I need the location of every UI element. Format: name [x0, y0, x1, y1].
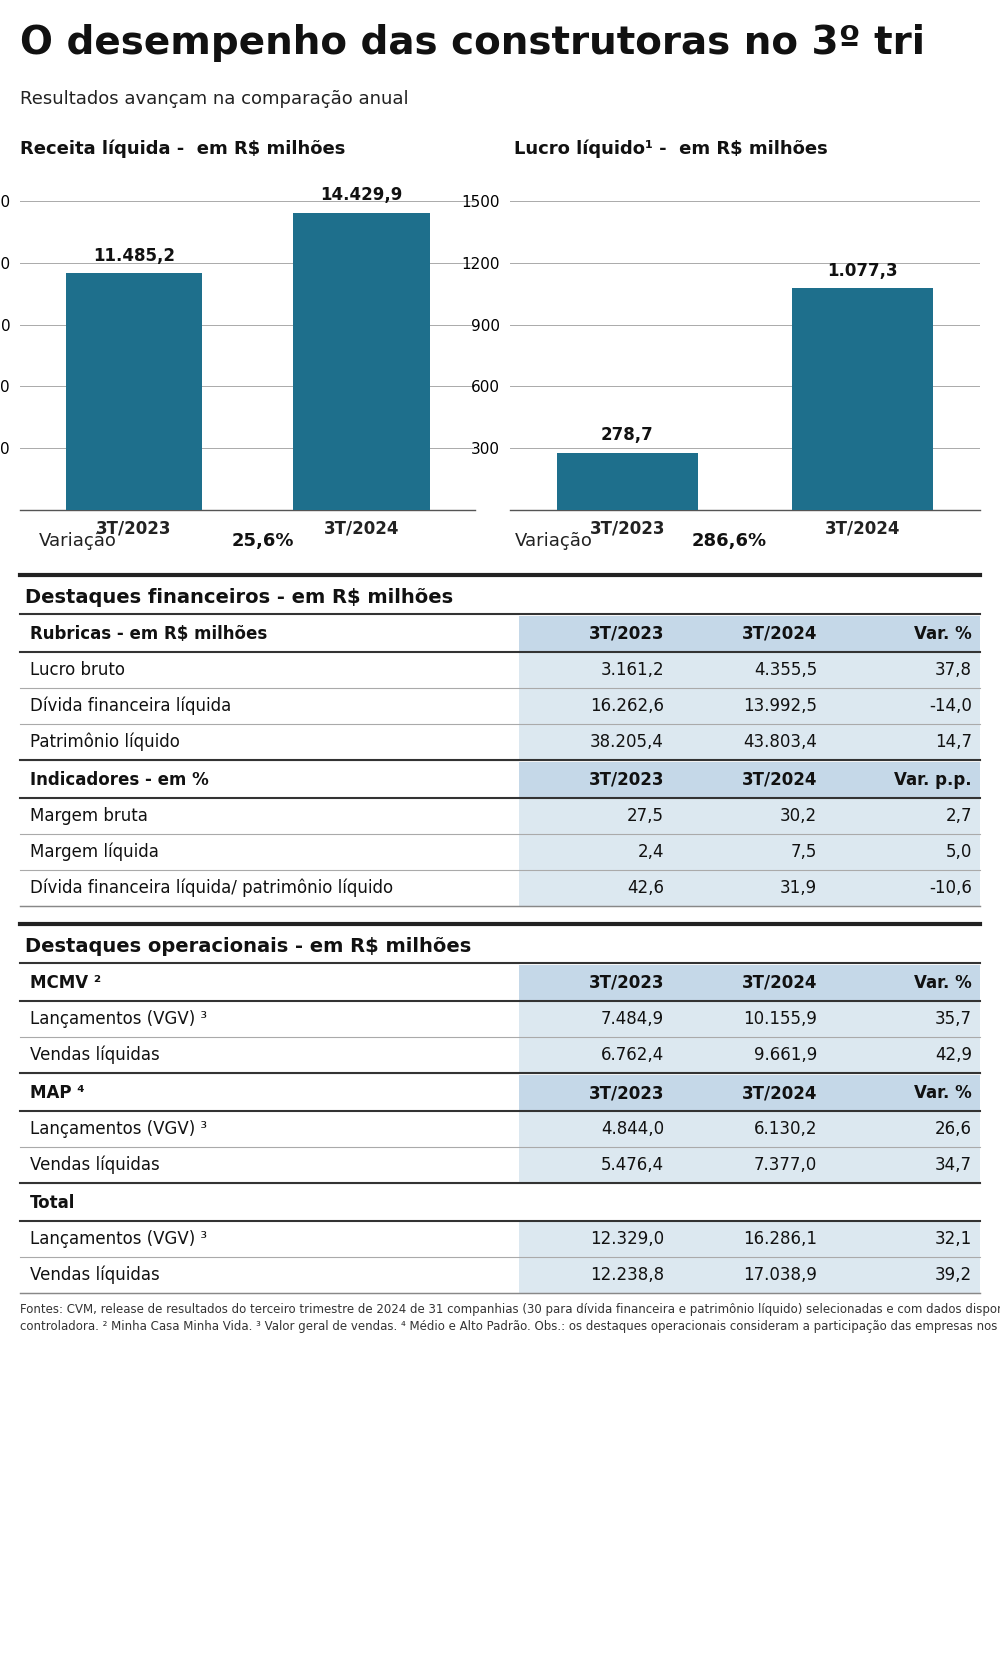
Text: 12.238,8: 12.238,8 [590, 1266, 664, 1285]
Text: 6.130,2: 6.130,2 [754, 1121, 817, 1137]
Text: 3T/2023: 3T/2023 [588, 1084, 664, 1102]
Text: Vendas líquidas: Vendas líquidas [30, 1156, 160, 1174]
Text: 17.038,9: 17.038,9 [743, 1266, 817, 1285]
Text: 25,6%: 25,6% [231, 531, 294, 549]
Text: MAP ⁴: MAP ⁴ [30, 1084, 85, 1102]
Text: Resultados avançam na comparação anual: Resultados avançam na comparação anual [20, 89, 409, 107]
Text: Lançamentos (VGV) ³: Lançamentos (VGV) ³ [30, 1121, 207, 1137]
Bar [293, 213, 430, 509]
Text: Indicadores - em %: Indicadores - em % [30, 770, 209, 789]
Text: 11.485,2: 11.485,2 [93, 248, 175, 265]
Text: Patrimônio líquido: Patrimônio líquido [30, 732, 180, 752]
Text: 14.429,9: 14.429,9 [320, 186, 402, 204]
Text: 278,7: 278,7 [601, 427, 654, 444]
Text: -14,0: -14,0 [929, 697, 972, 715]
Text: Vendas líquidas: Vendas líquidas [30, 1045, 160, 1064]
Text: 38.205,4: 38.205,4 [590, 734, 664, 750]
Text: Margem bruta: Margem bruta [30, 807, 148, 826]
Text: Lançamentos (VGV) ³: Lançamentos (VGV) ³ [30, 1229, 207, 1248]
Text: 3T/2024: 3T/2024 [742, 770, 817, 789]
Text: 7.484,9: 7.484,9 [601, 1010, 664, 1028]
Text: 9.661,9: 9.661,9 [754, 1045, 817, 1064]
Text: Var. p.p.: Var. p.p. [894, 770, 972, 789]
Text: 10.155,9: 10.155,9 [743, 1010, 817, 1028]
Text: 3T/2023: 3T/2023 [588, 625, 664, 643]
Bar [66, 273, 202, 509]
Bar [557, 452, 698, 509]
Text: 3.161,2: 3.161,2 [600, 662, 664, 678]
Text: 3T/2023: 3T/2023 [588, 770, 664, 789]
Text: Variação: Variação [39, 531, 117, 549]
Bar [792, 288, 933, 509]
Text: 27,5: 27,5 [627, 807, 664, 826]
Text: -10,6: -10,6 [929, 879, 972, 898]
Text: 2,7: 2,7 [946, 807, 972, 826]
Text: 5,0: 5,0 [946, 843, 972, 861]
Text: 3T/2024: 3T/2024 [742, 1084, 817, 1102]
Text: 14,7: 14,7 [935, 734, 972, 750]
Text: Rubricas - em R$ milhões: Rubricas - em R$ milhões [30, 625, 267, 643]
Text: 12.329,0: 12.329,0 [590, 1229, 664, 1248]
Text: 1.077,3: 1.077,3 [827, 261, 898, 280]
Text: 16.262,6: 16.262,6 [590, 697, 664, 715]
Text: Var. %: Var. % [914, 973, 972, 992]
Text: Total: Total [30, 1194, 75, 1213]
Text: Destaques financeiros - em R$ milhões: Destaques financeiros - em R$ milhões [25, 588, 453, 608]
Text: 7.377,0: 7.377,0 [754, 1156, 817, 1174]
Text: 4.844,0: 4.844,0 [601, 1121, 664, 1137]
Text: Fontes: CVM, release de resultados do terceiro trimestre de 2024 de 31 companhia: Fontes: CVM, release de resultados do te… [20, 1303, 1000, 1333]
Text: 7,5: 7,5 [791, 843, 817, 861]
Text: Lucro bruto: Lucro bruto [30, 662, 125, 678]
Text: 43.803,4: 43.803,4 [743, 734, 817, 750]
Text: MCMV ²: MCMV ² [30, 973, 101, 992]
Text: Receita líquida -  em R$ milhões: Receita líquida - em R$ milhões [20, 139, 345, 157]
Text: 3T/2023: 3T/2023 [588, 973, 664, 992]
Text: 42,6: 42,6 [627, 879, 664, 898]
Text: 2,4: 2,4 [638, 843, 664, 861]
Text: Margem líquida: Margem líquida [30, 843, 159, 861]
Text: 6.762,4: 6.762,4 [601, 1045, 664, 1064]
Text: Lucro líquido¹ -  em R$ milhões: Lucro líquido¹ - em R$ milhões [514, 139, 828, 157]
Text: 42,9: 42,9 [935, 1045, 972, 1064]
Text: Lançamentos (VGV) ³: Lançamentos (VGV) ³ [30, 1010, 207, 1028]
Text: 3T/2024: 3T/2024 [742, 973, 817, 992]
Text: Destaques operacionais - em R$ milhões: Destaques operacionais - em R$ milhões [25, 938, 471, 956]
Text: Var. %: Var. % [914, 1084, 972, 1102]
Text: 39,2: 39,2 [935, 1266, 972, 1285]
Text: Variação: Variação [514, 531, 592, 549]
Text: Var. %: Var. % [914, 625, 972, 643]
Text: 3T/2024: 3T/2024 [742, 625, 817, 643]
Text: 286,6%: 286,6% [692, 531, 767, 549]
Text: 13.992,5: 13.992,5 [743, 697, 817, 715]
Text: 35,7: 35,7 [935, 1010, 972, 1028]
Text: 26,6: 26,6 [935, 1121, 972, 1137]
Text: Vendas líquidas: Vendas líquidas [30, 1266, 160, 1285]
Text: Dívida financeira líquida/ patrimônio líquido: Dívida financeira líquida/ patrimônio lí… [30, 879, 393, 898]
Text: 34,7: 34,7 [935, 1156, 972, 1174]
Text: O desempenho das construtoras no 3º tri: O desempenho das construtoras no 3º tri [20, 23, 925, 62]
Text: 16.286,1: 16.286,1 [743, 1229, 817, 1248]
Text: 32,1: 32,1 [935, 1229, 972, 1248]
Text: 5.476,4: 5.476,4 [601, 1156, 664, 1174]
Text: 31,9: 31,9 [780, 879, 817, 898]
Text: 4.355,5: 4.355,5 [754, 662, 817, 678]
Text: Dívida financeira líquida: Dívida financeira líquida [30, 697, 231, 715]
Text: 37,8: 37,8 [935, 662, 972, 678]
Text: 30,2: 30,2 [780, 807, 817, 826]
